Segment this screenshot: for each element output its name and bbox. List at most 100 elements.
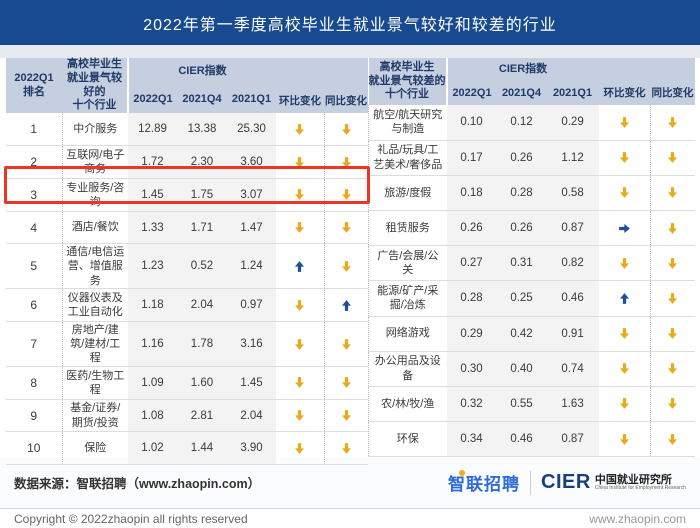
yoy-change-cell [323,288,369,322]
rank-cell: 9 [6,399,63,432]
title-separator [0,45,700,58]
down-arrow-icon [341,260,351,272]
cier-value-cell: 1.09 [128,366,177,400]
cier-value-cell: 0.52 [177,243,227,289]
qoq-change-cell [599,386,651,421]
bad-table-header: 高校毕业生 就业景气较差的 十个行业 CIER指数 环比变化 同比变化 2022… [368,58,695,105]
logo-divider [530,470,532,495]
down-arrow-icon [619,257,629,269]
rank-cell: 6 [6,288,63,322]
cier-value-cell: 0.40 [496,351,547,387]
cier-value-cell: 0.30 [446,351,497,387]
yoy-change-cell [650,175,695,211]
industry-cell: 保险 [84,442,107,455]
yoy-change-cell [650,105,695,141]
qoq-change-cell [599,281,651,316]
down-arrow-icon [341,338,351,350]
cier-value-cell: 3.16 [227,321,277,367]
qoq-change-cell [599,422,651,457]
yoy-change-cell [650,351,695,387]
cier-value-cell: 0.42 [496,316,547,352]
qoq-change-cell [599,140,651,175]
industry-cell: 房地产/建筑/建材/工程 [70,323,121,365]
good-industries-header: 高校毕业生 就业景气较好的 十个行业 [62,58,128,113]
period-header-2021q4: 2021Q4 [496,82,547,105]
qoq-change-cell [276,244,324,289]
yoy-change-cell [323,178,369,212]
table-row: 能源/矿产/采掘/冶炼 0.28 0.25 0.46 [368,280,695,317]
table-row: 礼品/玩具/工艺美术/奢侈品 0.17 0.26 1.12 [368,140,695,176]
copyright-text: Copyright © 2022zhaopin all rights reser… [14,511,248,526]
yoy-change-cell [650,316,695,352]
copyright-row: Copyright © 2022zhaopin all rights reser… [0,508,700,528]
yoy-change-cell [323,145,369,179]
cier-value-cell: 1.08 [128,399,177,432]
down-arrow-icon [295,299,305,311]
cier-logo-text: CIER [541,471,591,494]
down-arrow-icon [295,442,305,454]
cier-value-cell: 0.26 [496,210,547,246]
cier-index-header: CIER指数 [126,58,277,87]
cier-value-cell: 25.30 [227,113,277,146]
down-arrow-icon [295,338,305,350]
down-arrow-icon [341,410,351,421]
cier-value-cell: 0.74 [546,351,599,387]
cier-value-cell: 1.02 [128,431,177,465]
industry-prosperity-table-area: 2022Q1 排名 高校毕业生 就业景气较好的 十个行业 CIER指数 环比变化… [4,58,695,465]
table-row: 2 互联网/电子商务 1.72 2.30 3.60 [6,145,369,179]
cier-value-cell: 1.47 [227,211,277,244]
cier-value-cell: 1.33 [128,211,177,244]
qoq-change-cell [276,146,324,179]
rank-header: 2022Q1 排名 [6,58,62,113]
cier-value-cell: 1.71 [177,211,227,244]
cier-value-cell: 12.89 [128,113,177,146]
down-arrow-icon [668,187,678,199]
zhaopin-logo: 智联招聘 [448,470,520,495]
cier-value-cell: 0.26 [496,140,547,176]
rank-cell: 4 [6,211,63,244]
down-arrow-icon [341,156,351,168]
table-row: 10 保险 1.02 1.44 3.90 [6,431,369,465]
cier-value-cell: 1.24 [227,243,277,289]
yoy-change-cell [650,280,695,317]
industry-cell: 环保 [368,421,447,457]
good-industries-table: 2022Q1 排名 高校毕业生 就业景气较好的 十个行业 CIER指数 环比变化… [6,58,369,465]
yoy-change-cell [323,321,369,367]
down-arrow-icon [341,377,351,389]
cier-value-cell: 1.12 [546,140,599,176]
cier-value-cell: 0.55 [496,386,547,422]
yoy-change-cell [650,210,695,246]
qoq-change-cell [276,322,324,367]
industry-cell: 基金/证券/期货/投资 [70,402,121,429]
industry-cell: 中介服务 [73,122,118,135]
cier-value-cell: 3.90 [227,431,277,465]
qoq-change-cell [599,105,651,140]
yoy-change-cell [650,386,695,422]
up-arrow-icon [341,299,351,311]
cier-value-cell: 2.81 [177,399,227,432]
cier-value-cell: 1.78 [177,321,227,367]
cier-value-cell: 1.75 [177,178,227,212]
cier-value-cell: 0.28 [446,280,497,317]
table-row: 环保 0.34 0.46 0.87 [368,421,695,457]
cier-value-cell: 0.29 [446,316,497,352]
industry-cell: 网络游戏 [368,316,447,352]
qoq-change-cell [276,211,324,244]
table-row: 办公用品及设备 0.30 0.40 0.74 [368,351,695,387]
cier-value-cell: 1.45 [128,178,177,212]
yoy-change-cell [323,211,369,244]
cier-value-cell: 0.31 [496,245,547,281]
qoq-change-cell [276,399,324,432]
cier-value-cell: 0.18 [446,175,497,211]
yoy-change-header: 同比变化 [324,58,369,113]
rank-cell: 3 [6,178,63,212]
page-title: 2022年第一季度高校毕业生就业景气较好和较差的行业 [143,16,557,34]
down-arrow-icon [619,152,629,164]
down-arrow-icon [295,123,305,135]
cier-name-cn: 中国就业研究所 [594,473,672,486]
yoy-change-cell [323,431,369,465]
table-row: 3 专业服务/咨询 1.45 1.75 3.07 [6,178,369,212]
up-arrow-icon [619,293,629,304]
rank-cell: 10 [6,431,63,465]
site-url: www.zhaopin.com [589,511,686,526]
